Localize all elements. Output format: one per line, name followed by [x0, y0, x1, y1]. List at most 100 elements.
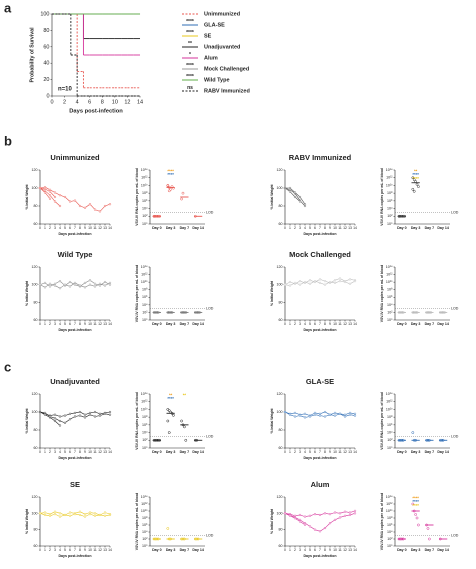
x-tick-label: 4 — [76, 99, 79, 105]
significance: **** — [412, 503, 419, 508]
y-tick-label: 10⁸ — [142, 288, 148, 292]
x-tick-label: 10 — [88, 322, 92, 326]
y-tick-label: 100 — [277, 410, 283, 414]
x-tick-label: 8 — [79, 322, 81, 326]
weight-point — [73, 281, 77, 284]
weight-point — [293, 195, 297, 199]
x-tick-label: 14 — [108, 322, 112, 326]
y-tick-label: 10¹² — [386, 400, 393, 404]
weight-point — [53, 282, 57, 285]
y-tick-label: 80 — [279, 528, 283, 532]
weight-point — [48, 282, 52, 285]
x-tick-label: 8 — [79, 548, 81, 552]
legend-label: SE — [204, 33, 212, 39]
y-tick-label: 60 — [34, 544, 38, 548]
y-tick-label: 10² — [142, 537, 148, 541]
x-tick-label: 14 — [108, 548, 112, 552]
x-tick-label: 6 — [88, 99, 91, 105]
x-tick-label: 1 — [44, 450, 46, 454]
y-tick-label: 0 — [46, 93, 49, 99]
y-tick-label: 10⁴ — [142, 530, 148, 534]
x-tick-label: 5 — [309, 226, 311, 230]
x-tick-label: 6 — [314, 226, 316, 230]
weight-point — [63, 195, 67, 199]
viremia-point — [181, 191, 185, 195]
weight-point — [73, 513, 77, 516]
x-tick-label: Day 3 — [411, 450, 421, 454]
x-tick-label: 3 — [299, 322, 301, 326]
weight-point — [313, 528, 317, 531]
weight-point — [313, 513, 317, 516]
x-tick-label: Day 0 — [152, 450, 162, 454]
x-tick-label: 7 — [74, 226, 76, 230]
x-tick-label: Day 0 — [152, 548, 162, 552]
x-tick-label: Day 7 — [180, 450, 190, 454]
x-tick-label: 3 — [54, 322, 56, 326]
weight-point — [78, 513, 82, 517]
weight-point — [308, 514, 312, 517]
weight-point — [348, 511, 352, 514]
panel-title: Alum — [311, 480, 330, 489]
panel-title: Unimmunized — [50, 153, 100, 162]
weight-point — [313, 280, 317, 283]
viremia-point — [167, 409, 171, 412]
x-tick-label: 2 — [294, 450, 296, 454]
viremia-point — [415, 182, 419, 186]
x-axis-label: Days post-infection — [58, 232, 91, 236]
weight-point — [338, 412, 342, 415]
x-tick-label: 8 — [79, 450, 81, 454]
x-tick-label: 0 — [50, 99, 53, 105]
y-tick-label: 10⁸ — [387, 516, 393, 520]
weight-point — [43, 413, 47, 416]
weight-point — [53, 513, 57, 516]
x-tick-label: Day 14 — [192, 450, 204, 454]
x-tick-label: Day 0 — [397, 548, 407, 552]
viremia-point — [411, 502, 415, 506]
weight-point — [298, 414, 302, 417]
x-tick-label: 1 — [44, 548, 46, 552]
weight-point — [98, 513, 102, 517]
y-tick-label: 60 — [279, 318, 283, 322]
x-tick-label: 12 — [343, 226, 347, 230]
significance: **** — [186, 74, 194, 80]
weight-point — [298, 280, 302, 283]
x-tick-label: 13 — [348, 226, 352, 230]
weight-point — [303, 412, 307, 415]
y-tick-label: 60 — [279, 544, 283, 548]
y-tick-label: 10² — [142, 214, 148, 218]
weight-point — [328, 413, 332, 416]
weight-point — [88, 283, 92, 286]
weight-point — [53, 191, 57, 194]
viremia-point — [412, 178, 416, 182]
y-tick-label: 10⁶ — [142, 423, 148, 427]
weight-point — [88, 203, 92, 206]
y-tick-label: 80 — [34, 204, 38, 208]
x-tick-label: Day 14 — [192, 226, 204, 230]
x-tick-label: 8 — [324, 322, 326, 326]
weight-point — [58, 194, 62, 197]
y-tick-label: 120 — [277, 168, 283, 172]
y-tick-label: 10¹² — [141, 273, 148, 277]
weight-point — [93, 285, 97, 288]
x-tick-label: 5 — [64, 450, 66, 454]
panel-letter: b — [4, 133, 12, 148]
x-tick-label: 3 — [54, 226, 56, 230]
weight-point — [93, 512, 97, 515]
y-axis-label: VSV-IV RNA copies per mL of blood — [135, 493, 139, 551]
y-tick-label: 80 — [279, 204, 283, 208]
y-tick-label: 10⁶ — [142, 523, 148, 527]
weight-point — [88, 513, 92, 516]
viremia-point — [180, 197, 183, 201]
legend-label: Wild Type — [204, 77, 230, 83]
weight-point — [98, 412, 102, 415]
x-tick-label: 5 — [64, 548, 66, 552]
y-tick-label: 10¹⁰ — [386, 183, 393, 187]
x-tick-label: 12 — [98, 322, 102, 326]
weight-point — [78, 410, 82, 414]
y-axis-label: VSV-IV RNA copies per mL of blood — [380, 392, 384, 450]
weight-point — [48, 415, 52, 418]
weight-point — [103, 412, 107, 415]
x-tick-label: 3 — [299, 450, 301, 454]
weight-point — [53, 413, 57, 416]
x-tick-label: 1 — [44, 226, 46, 230]
